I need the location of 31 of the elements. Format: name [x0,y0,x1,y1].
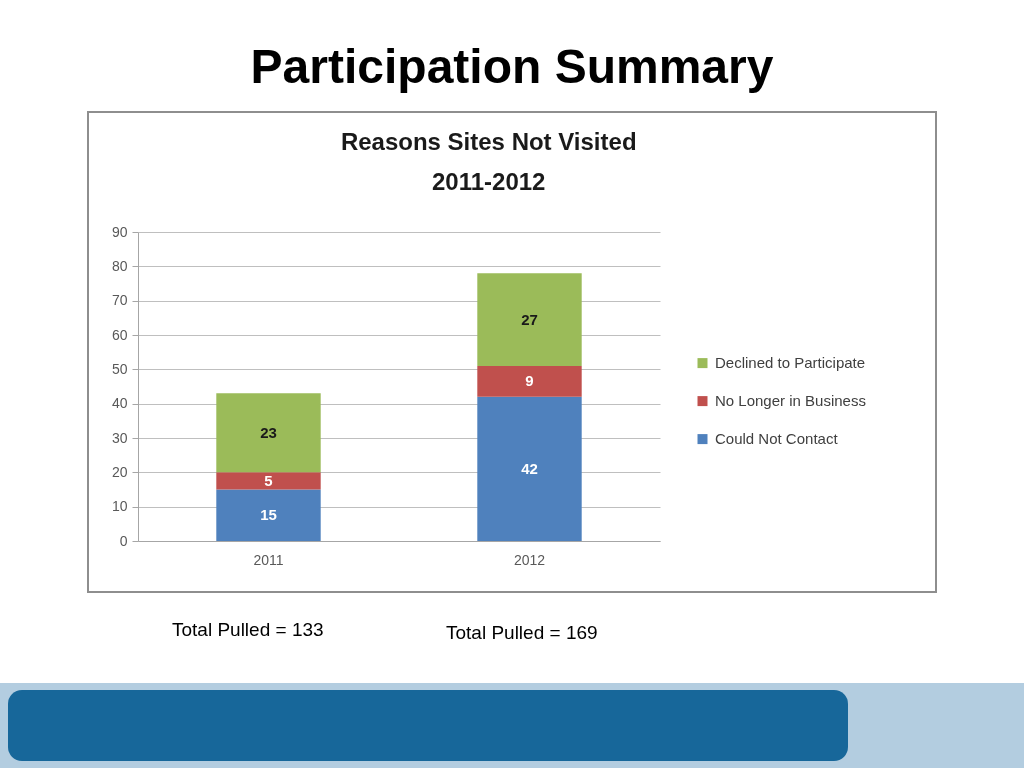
data-label: 42 [521,459,538,477]
chart-subtitle: Reasons Sites Not Visited 2011-2012 [340,128,637,195]
text: Total Pulled = 133 [172,619,324,641]
bar [477,396,582,541]
bar [216,393,321,473]
data-label: 9 [525,372,534,390]
x-tick-label: 2011 [253,551,284,568]
bar [216,489,321,541]
data-label: 27 [521,310,538,328]
legend-label: Could Not Contact [715,430,839,448]
y-tick-label: 0 [119,532,128,549]
y-tick-label: 60 [111,326,128,343]
chart-title: Participation Summary [249,39,775,95]
data-label: 23 [260,423,277,441]
bar [477,273,582,366]
y-tick-label: 70 [111,292,128,309]
y-tick-label: 40 [111,395,128,412]
y-tick-label: 50 [111,360,128,377]
y-tick-label: 30 [111,429,128,446]
y-tick-label: 90 [111,223,128,240]
y-tick-label: 10 [111,498,128,515]
data-label: 5 [264,471,273,489]
x-tick-label: 2012 [513,551,546,568]
y-tick-label: 20 [111,463,128,480]
bar [477,365,582,397]
bar [216,472,321,490]
y-tick-label: 80 [111,257,128,274]
data-label: 15 [260,506,277,524]
legend-label: Declined to Participate [715,354,866,372]
legend-label: No Longer in Business [715,392,866,410]
text: Total Pulled = 169 [446,622,598,644]
